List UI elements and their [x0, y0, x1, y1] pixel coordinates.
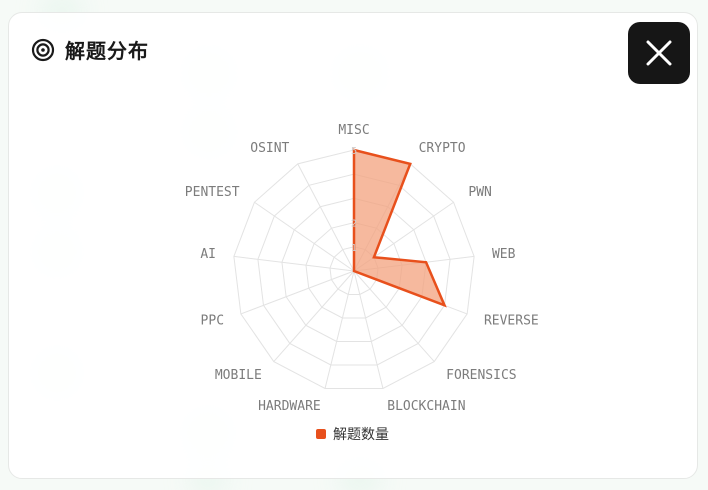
axis-label-mobile: MOBILE: [215, 368, 262, 383]
grid-spoke: [233, 255, 355, 272]
chart-legend[interactable]: 解题数量: [316, 424, 389, 444]
grid-ring: [305, 222, 403, 319]
grid-spoke: [273, 270, 355, 362]
grid-spoke: [353, 270, 384, 389]
tick-label: 1: [351, 243, 357, 254]
axis-label-ai: AI: [200, 247, 216, 262]
series-area: [352, 148, 447, 308]
legend-swatch: [316, 429, 326, 439]
tick-label: 2: [351, 219, 357, 230]
axis-label-pentest: PENTEST: [185, 185, 240, 200]
panel-title: 解题分布: [65, 39, 149, 63]
radar-ticks: 1 2 5: [351, 146, 357, 254]
radar-series: [352, 148, 447, 308]
axis-label-crypto: CRYPTO: [419, 141, 466, 156]
grid-ring: [233, 149, 475, 389]
axis-label-forensics: FORENSICS: [446, 368, 516, 383]
grid-spoke: [353, 270, 435, 362]
panel-header: 解题分布: [31, 35, 149, 64]
target-icon: [31, 38, 55, 61]
axis-label-web: WEB: [492, 247, 516, 262]
grid-spoke: [254, 201, 355, 272]
axis-label-pwn: PWN: [468, 185, 491, 200]
close-icon: [646, 40, 672, 66]
axis-label-ppc: PPC: [201, 313, 224, 328]
grid-spoke: [297, 163, 355, 272]
radar-axis-labels: MISC CRYPTO PWN WEB REVERSE FORENSICS BLOCKCHA…: [185, 123, 539, 414]
grid-spoke: [240, 270, 355, 315]
grid-ring: [281, 197, 427, 342]
axis-label-reverse: REVERSE: [484, 313, 539, 328]
tick-label: 5: [351, 146, 357, 157]
close-button[interactable]: [628, 22, 690, 84]
axis-label-osint: OSINT: [250, 141, 289, 156]
axis-label-hardware: HARDWARE: [258, 399, 321, 414]
legend-label: 解题数量: [333, 427, 389, 443]
axis-label-misc: MISC: [338, 123, 369, 138]
grid-ring: [257, 173, 451, 366]
grid-spoke: [324, 270, 355, 389]
axis-label-blockchain: BLOCKCHAIN: [387, 399, 465, 414]
